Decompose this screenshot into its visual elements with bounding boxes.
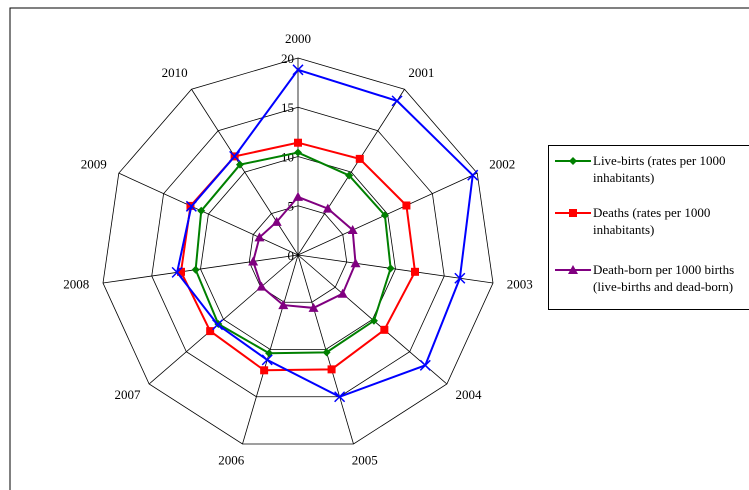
category-label: 2002 <box>489 157 515 172</box>
legend-icon <box>555 157 591 165</box>
marker <box>292 64 304 76</box>
marker <box>337 288 348 298</box>
marker <box>254 232 265 242</box>
marker <box>229 150 241 162</box>
marker <box>248 256 259 266</box>
marker <box>322 348 331 357</box>
marker <box>327 365 336 374</box>
category-label: 2004 <box>456 387 483 402</box>
marker <box>345 171 354 180</box>
marker <box>391 95 403 107</box>
marker <box>355 154 364 163</box>
category-label: 2010 <box>162 65 188 80</box>
marker <box>260 366 269 375</box>
series-line <box>194 151 392 355</box>
marker <box>261 354 273 366</box>
legend: Live-birts (rates per 1000 inhabitants) D… <box>548 145 749 310</box>
marker <box>235 160 244 169</box>
r-tick-label: 15 <box>281 100 294 115</box>
marker <box>278 300 289 310</box>
grid-ring <box>151 106 445 398</box>
legend-marker <box>568 265 578 274</box>
marker <box>454 272 466 284</box>
legend-icon <box>555 265 591 274</box>
legend-item: Death-born per 1000 births (live-births … <box>553 261 749 295</box>
category-label: 2001 <box>408 65 434 80</box>
marker <box>350 258 361 268</box>
legend-item: Live-birts (rates per 1000 inhabitants) <box>553 152 749 186</box>
marker <box>308 302 319 312</box>
r-tick-label: 20 <box>281 51 294 66</box>
marker <box>402 201 411 210</box>
marker <box>467 169 479 181</box>
marker <box>347 225 358 235</box>
marker <box>380 325 389 334</box>
grid-ring <box>102 57 494 445</box>
category-label: 2007 <box>114 387 141 402</box>
marker <box>271 216 282 226</box>
legend-marker <box>569 209 577 217</box>
legend-icon <box>555 209 591 217</box>
grid-ring <box>248 205 348 303</box>
legend-label: Deaths (rates per 1000 inhabitants) <box>593 205 711 237</box>
marker <box>334 391 346 403</box>
legend-label: Live-birts (rates per 1000 inhabitants) <box>593 153 726 185</box>
series-line <box>176 68 474 398</box>
marker <box>256 281 267 291</box>
category-label: 2006 <box>218 452 245 467</box>
series-line <box>252 195 357 309</box>
legend-item: Deaths (rates per 1000 inhabitants) <box>553 204 749 238</box>
marker <box>386 264 395 273</box>
marker <box>410 267 419 276</box>
category-label: 2009 <box>81 157 107 172</box>
marker <box>212 319 224 331</box>
grid-ring <box>200 156 396 350</box>
marker <box>185 200 197 212</box>
marker <box>206 327 215 336</box>
marker <box>191 265 200 274</box>
marker <box>380 211 389 220</box>
legend-label: Death-born per 1000 births (live-births … <box>593 262 735 294</box>
marker <box>197 206 206 215</box>
marker <box>171 266 183 278</box>
frame <box>9 7 749 490</box>
marker <box>294 138 302 147</box>
category-label: 2005 <box>352 452 378 467</box>
marker <box>419 359 431 371</box>
marker <box>369 316 378 325</box>
category-label: 2008 <box>63 277 89 292</box>
marker <box>322 203 333 213</box>
marker <box>177 267 186 276</box>
category-label: 2000 <box>285 31 311 46</box>
marker <box>294 148 302 157</box>
legend-marker <box>569 157 577 165</box>
r-tick-label: 10 <box>281 149 294 164</box>
category-label: 2003 <box>507 277 533 292</box>
marker <box>293 191 303 201</box>
r-tick-label: 0 <box>288 248 295 263</box>
